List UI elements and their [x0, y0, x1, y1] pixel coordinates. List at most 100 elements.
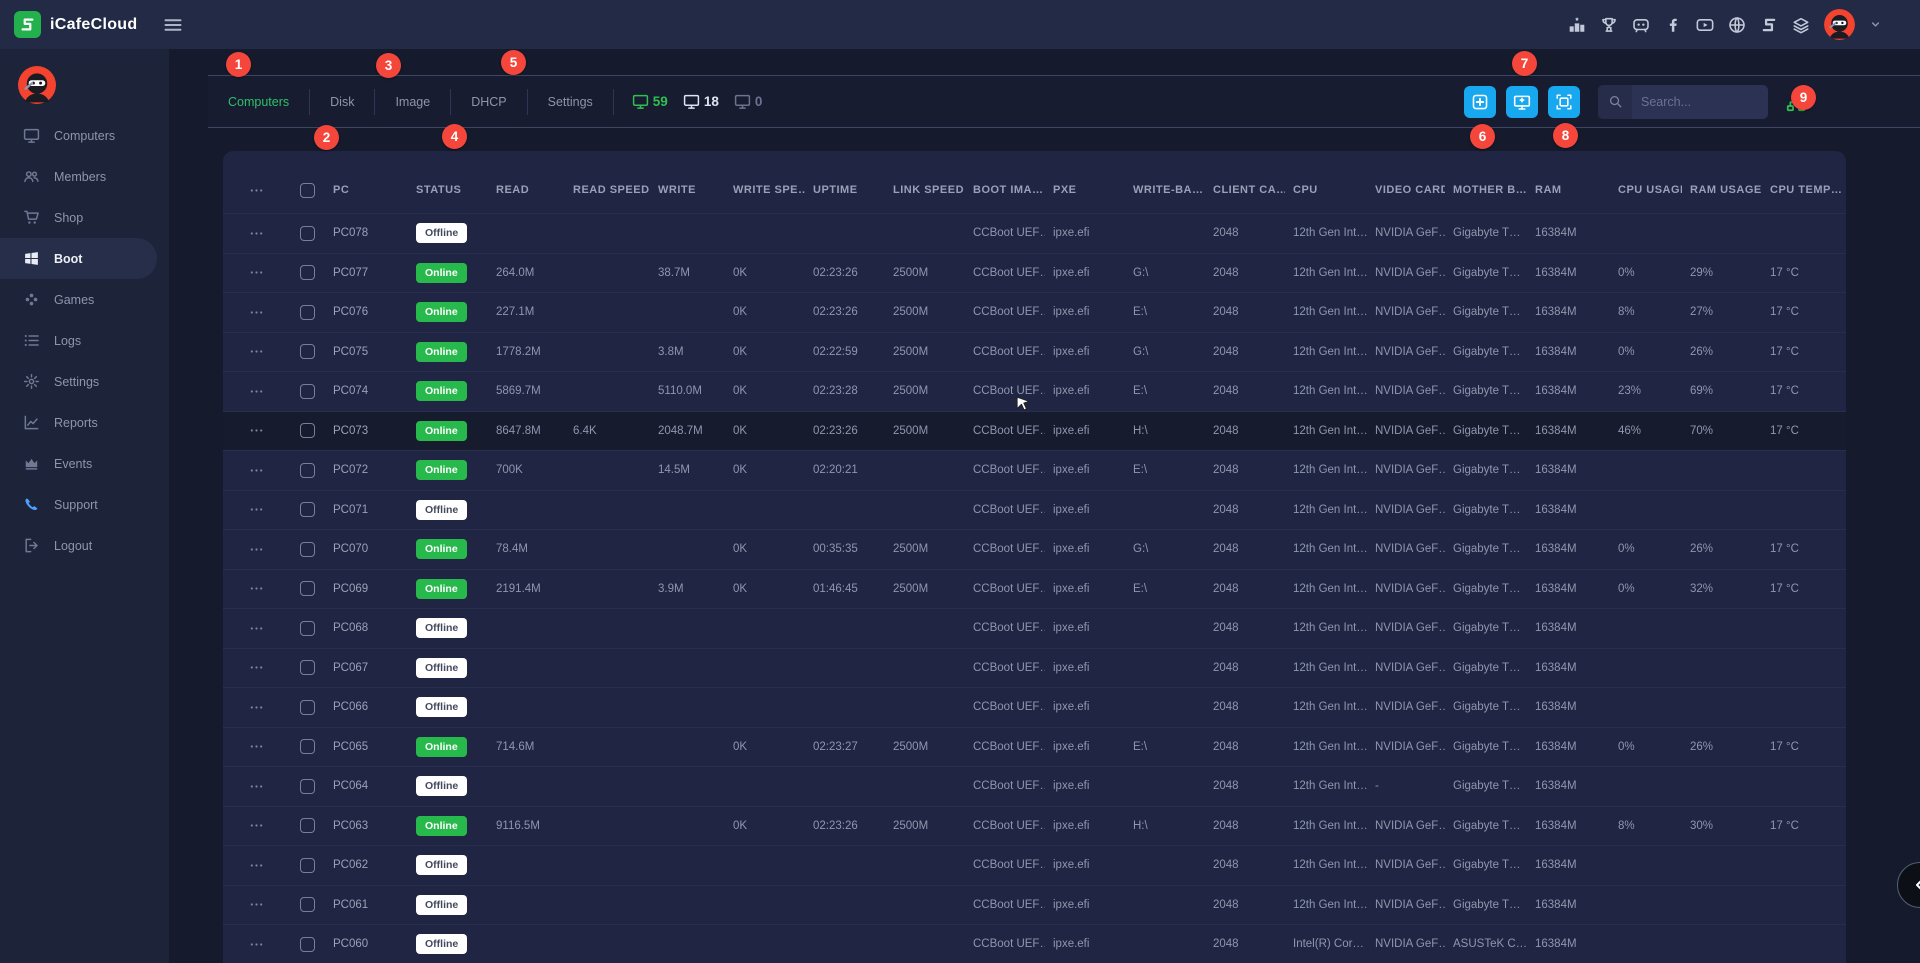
row-checkbox[interactable] — [300, 936, 315, 952]
toolbar-buttons — [1464, 85, 1580, 118]
ellipsis-icon[interactable] — [249, 739, 264, 754]
cell-uptime: 02:23:27 — [813, 740, 858, 753]
ranking-icon[interactable] — [1568, 16, 1586, 34]
ellipsis-icon[interactable] — [249, 265, 264, 280]
row-checkbox[interactable] — [300, 462, 315, 478]
row-checkbox[interactable] — [300, 897, 315, 913]
cell-pxe: ipxe.efi — [1053, 938, 1090, 951]
cell-video_card: NVIDIA GeF… — [1375, 819, 1445, 832]
screen-capture-button[interactable] — [1548, 85, 1580, 118]
add-button[interactable] — [1464, 85, 1496, 118]
add-computer-button[interactable] — [1506, 85, 1538, 118]
ellipsis-icon[interactable] — [249, 581, 264, 596]
globe-icon[interactable] — [1728, 16, 1746, 34]
ellipsis-icon[interactable] — [249, 897, 264, 912]
status-badge: Online — [416, 578, 467, 599]
ellipsis-icon[interactable] — [249, 344, 264, 359]
ellipsis-icon[interactable] — [249, 305, 264, 320]
hamburger-icon[interactable] — [163, 15, 183, 35]
search-input[interactable] — [1632, 94, 1768, 109]
ellipsis-icon[interactable] — [249, 660, 264, 675]
tab-image[interactable]: Image — [375, 88, 452, 115]
cell-cpu_temp: 17 °C — [1770, 582, 1799, 595]
cell-actions — [223, 542, 290, 557]
row-checkbox[interactable] — [300, 541, 315, 557]
row-checkbox[interactable] — [300, 739, 315, 755]
status-badge: Offline — [416, 618, 468, 639]
row-checkbox[interactable] — [300, 660, 315, 676]
layers-icon[interactable] — [1792, 16, 1810, 34]
cell-write_speed: 0K — [733, 424, 748, 437]
top-bar: iCafeCloud — [0, 0, 1920, 49]
sidebar-item-events[interactable]: Events — [0, 443, 157, 484]
cell-pc: PC070 — [333, 543, 369, 556]
sidebar-item-logs[interactable]: Logs — [0, 320, 157, 361]
tab-dhcp[interactable]: DHCP — [451, 88, 528, 115]
chevron-down-icon[interactable] — [1869, 18, 1882, 31]
youtube-icon[interactable] — [1696, 16, 1714, 34]
row-checkbox[interactable] — [300, 620, 315, 636]
ellipsis-icon[interactable] — [249, 463, 264, 478]
ninja-avatar[interactable] — [18, 66, 56, 104]
row-checkbox[interactable] — [300, 423, 315, 439]
cell-client_cache: 2048 — [1213, 424, 1239, 437]
reports-icon — [23, 414, 40, 431]
row-checkbox[interactable] — [300, 581, 315, 597]
sidebar-item-computers[interactable]: Computers — [0, 115, 157, 156]
select-all-checkbox[interactable] — [300, 182, 315, 198]
row-checkbox[interactable] — [300, 304, 315, 320]
row-checkbox[interactable] — [300, 857, 315, 873]
sidebar-item-games[interactable]: Games — [0, 279, 157, 320]
ellipsis-icon[interactable] — [249, 502, 264, 517]
cell-select — [290, 225, 325, 241]
ninja-avatar[interactable] — [1824, 9, 1855, 40]
row-checkbox[interactable] — [300, 818, 315, 834]
cell-mother_board: Gigabyte T… — [1453, 740, 1521, 753]
cell-pxe: ipxe.efi — [1053, 819, 1090, 832]
cell-write_back: E:\ — [1133, 582, 1148, 595]
facebook-icon[interactable] — [1664, 16, 1682, 34]
cell-mother_board: Gigabyte T… — [1453, 701, 1521, 714]
cell-write_back: G:\ — [1133, 543, 1149, 556]
sidebar-item-settings[interactable]: Settings — [0, 361, 157, 402]
row-checkbox[interactable] — [300, 778, 315, 794]
sidebar-item-support[interactable]: Support — [0, 484, 157, 525]
row-checkbox[interactable] — [300, 502, 315, 518]
sidebar-item-reports[interactable]: Reports — [0, 402, 157, 443]
icafecloud-icon[interactable] — [1760, 16, 1778, 34]
row-checkbox[interactable] — [300, 225, 315, 241]
tab-settings[interactable]: Settings — [528, 88, 614, 115]
row-checkbox[interactable] — [300, 265, 315, 281]
row-checkbox[interactable] — [300, 699, 315, 715]
tab-disk[interactable]: Disk — [310, 88, 376, 115]
row-checkbox[interactable] — [300, 344, 315, 360]
sidebar-item-members[interactable]: Members — [0, 156, 157, 197]
status-badge: Online — [416, 736, 467, 757]
trophy-icon[interactable] — [1600, 16, 1618, 34]
ellipsis-icon[interactable] — [249, 818, 264, 833]
tab-computers[interactable]: Computers — [208, 88, 311, 115]
ellipsis-icon[interactable] — [249, 423, 264, 438]
ellipsis-icon[interactable] — [249, 700, 264, 715]
ellipsis-icon[interactable] — [249, 621, 264, 636]
cell-client_cache: 2048 — [1213, 938, 1239, 951]
cell-pc: PC063 — [333, 819, 369, 832]
cell-boot_image: CCBoot UEF… — [973, 266, 1045, 279]
cell-status: Online — [408, 736, 488, 757]
ellipsis-icon[interactable] — [249, 779, 264, 794]
members-icon — [23, 168, 40, 185]
sidebar-item-logout[interactable]: Logout — [0, 525, 157, 566]
discord-icon[interactable] — [1632, 16, 1650, 34]
cell-pxe: ipxe.efi — [1053, 385, 1090, 398]
cell-write: 3.9M — [658, 582, 684, 595]
sidebar-item-boot[interactable]: Boot — [0, 238, 157, 279]
cell-cpu: 12th Gen Int… — [1293, 701, 1367, 714]
row-checkbox[interactable] — [300, 383, 315, 399]
sidebar-item-shop[interactable]: Shop — [0, 197, 157, 238]
ellipsis-icon[interactable] — [249, 937, 264, 952]
ellipsis-icon[interactable] — [249, 858, 264, 873]
ellipsis-icon[interactable] — [249, 384, 264, 399]
ellipsis-icon[interactable] — [249, 542, 264, 557]
cell-cpu_usage: 0% — [1618, 266, 1635, 279]
ellipsis-icon[interactable] — [249, 226, 264, 241]
